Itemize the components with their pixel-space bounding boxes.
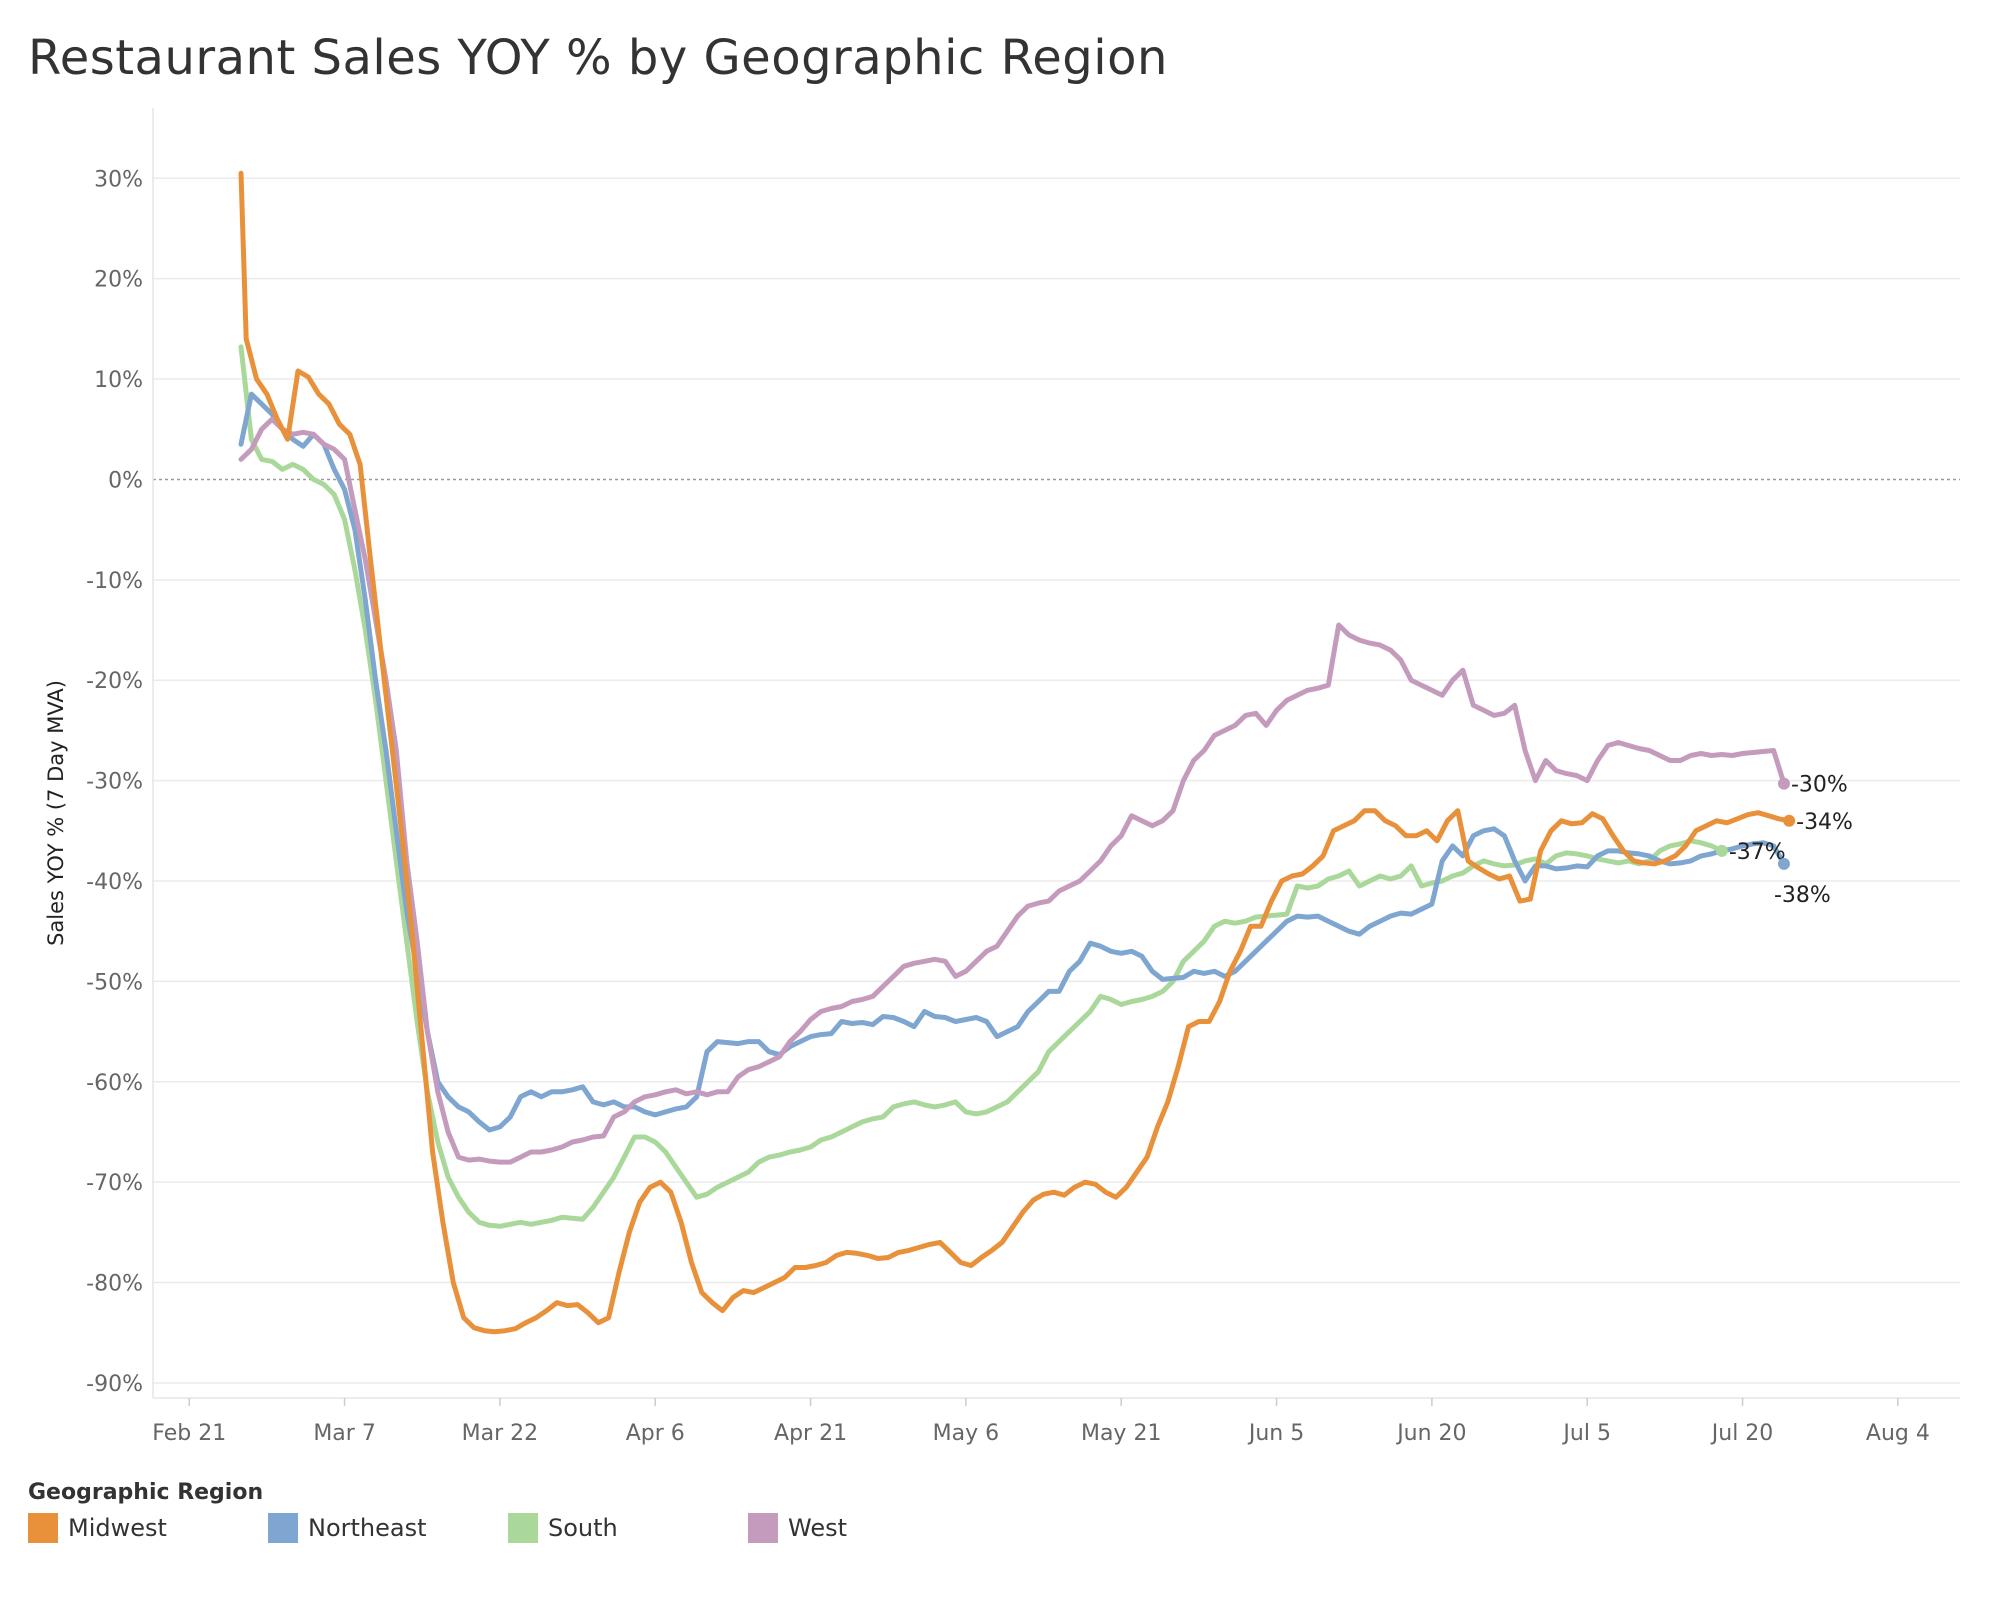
x-tick-label: May 21 bbox=[1081, 1421, 1161, 1446]
y-tick-label: -20% bbox=[86, 669, 143, 694]
y-tick-label: -30% bbox=[86, 770, 143, 795]
legend-item-northeast[interactable]: Northeast bbox=[268, 1513, 508, 1543]
y-tick-label: -90% bbox=[86, 1372, 143, 1397]
y-tick-label: 0% bbox=[108, 468, 143, 493]
end-label-west: -30% bbox=[1791, 773, 1848, 798]
x-tick-label: Aug 4 bbox=[1866, 1421, 1930, 1446]
y-tick-labels: 30% 20% 10% 0% -10% -20% -30% -40% -50% -60% -70% -… bbox=[86, 167, 143, 1397]
x-tick-label: Apr 21 bbox=[774, 1421, 847, 1446]
x-tick-label: Feb 21 bbox=[152, 1421, 226, 1446]
end-label-south: -37% bbox=[1729, 840, 1786, 865]
series-lines bbox=[238, 170, 1792, 1335]
series-line-midwest bbox=[238, 170, 1792, 1335]
y-tick-label: -50% bbox=[86, 970, 143, 995]
series-line-northeast bbox=[238, 391, 1787, 1133]
x-tick-label: Jun 5 bbox=[1247, 1421, 1304, 1446]
x-tick-label: Jun 20 bbox=[1395, 1421, 1466, 1446]
y-tick-label: 20% bbox=[94, 268, 143, 293]
series-line-west bbox=[238, 416, 1787, 1165]
chart-title: Restaurant Sales YOY % by Geographic Reg… bbox=[28, 30, 1168, 86]
end-label-midwest: -34% bbox=[1796, 810, 1853, 835]
legend-swatch-south bbox=[508, 1513, 538, 1543]
legend-swatch-west bbox=[748, 1513, 778, 1543]
legend-label-south: South bbox=[548, 1514, 618, 1542]
x-tick-label: Jul 20 bbox=[1710, 1421, 1774, 1446]
end-marker-northeast bbox=[1777, 857, 1790, 870]
y-tick-label: -60% bbox=[86, 1071, 143, 1096]
y-tick-label: -80% bbox=[86, 1272, 143, 1297]
end-marker-west bbox=[1777, 777, 1790, 790]
end-marker-south bbox=[1715, 844, 1728, 857]
legend-label-midwest: Midwest bbox=[68, 1514, 167, 1542]
legend-item-south[interactable]: South bbox=[508, 1513, 748, 1543]
legend-label-northeast: Northeast bbox=[308, 1514, 427, 1542]
end-marker-midwest bbox=[1783, 814, 1796, 827]
x-tick-label: Apr 6 bbox=[626, 1421, 685, 1446]
axes bbox=[152, 108, 1960, 1406]
gridlines bbox=[153, 177, 1960, 1384]
x-tick-label: Mar 22 bbox=[462, 1421, 539, 1446]
x-tick-label: Mar 7 bbox=[313, 1421, 376, 1446]
x-tick-labels: Feb 21 Mar 7 Mar 22 Apr 6 Apr 21 May 6 May 21 J… bbox=[152, 1421, 1930, 1446]
end-labels: -37% -38% -30% -34% bbox=[1715, 773, 1853, 908]
y-tick-label: -10% bbox=[86, 569, 143, 594]
x-tick-label: Jul 5 bbox=[1561, 1421, 1611, 1446]
x-tick-label: May 6 bbox=[933, 1421, 999, 1446]
legend-item-midwest[interactable]: Midwest bbox=[28, 1513, 268, 1543]
legend-swatch-midwest bbox=[28, 1513, 58, 1543]
legend-items: Midwest Northeast South West bbox=[28, 1513, 988, 1543]
y-tick-label: -40% bbox=[86, 870, 143, 895]
y-tick-label: -70% bbox=[86, 1171, 143, 1196]
legend: Geographic Region Midwest Northeast South W… bbox=[28, 1480, 988, 1543]
legend-title: Geographic Region bbox=[28, 1480, 264, 1505]
end-label-northeast: -38% bbox=[1774, 883, 1831, 908]
legend-swatch-northeast bbox=[268, 1513, 298, 1543]
y-tick-label: 30% bbox=[94, 167, 143, 192]
y-tick-label: 10% bbox=[94, 368, 143, 393]
legend-item-west[interactable]: West bbox=[748, 1513, 988, 1543]
legend-label-west: West bbox=[788, 1514, 848, 1542]
y-axis-label: Sales YOY % (7 Day MVA) bbox=[44, 680, 68, 946]
